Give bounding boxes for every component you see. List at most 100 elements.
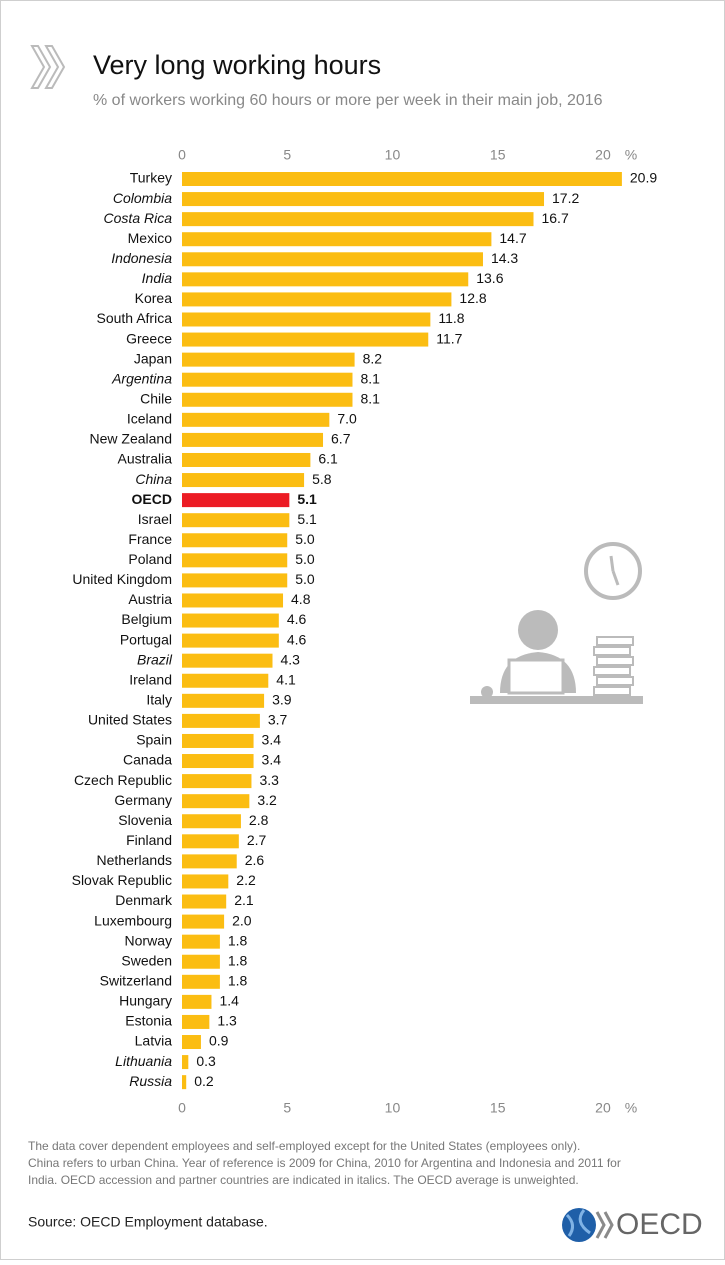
footnote: The data cover dependent employees and s… [28,1139,580,1153]
category-label: South Africa [97,310,173,326]
value-label: 1.8 [228,973,248,989]
category-label: Mexico [128,230,173,246]
bar [182,473,305,488]
value-label: 3.3 [259,772,279,788]
source: Source: OECD Employment database. [28,1214,268,1230]
bar [182,372,353,387]
value-label: 2.7 [247,832,267,848]
category-label: Luxembourg [94,912,172,928]
category-label: Costa Rica [104,210,173,226]
value-label: 1.3 [217,1013,237,1029]
category-label: Netherlands [97,852,173,868]
category-label: New Zealand [90,431,173,447]
value-label: 14.7 [499,230,526,246]
bar [182,874,229,889]
bar [182,1055,189,1070]
category-label: Chile [140,390,172,406]
value-label: 2.0 [232,912,252,928]
x-unit: % [625,147,637,163]
logo-text: OECD [616,1208,703,1241]
bar [182,774,252,789]
bar [182,573,288,588]
value-label: 12.8 [459,290,486,306]
x-tick-label: 20 [595,1100,611,1116]
value-label: 5.0 [295,531,315,547]
bar [182,894,227,909]
value-label: 0.3 [196,1053,216,1069]
category-label: Germany [114,792,172,808]
value-label: 3.9 [272,692,292,708]
illustration [470,542,643,704]
bar [182,252,483,267]
value-label: 3.7 [268,712,288,728]
x-tick-label: 15 [490,1100,506,1116]
category-label: Czech Republic [74,772,172,788]
value-label: 3.4 [262,752,282,768]
value-label: 1.8 [228,952,248,968]
bar [182,352,355,367]
value-label: 5.1 [297,511,317,527]
value-label: 2.2 [236,872,256,888]
category-label: Korea [135,290,173,306]
bar [182,412,330,427]
category-label: Latvia [135,1033,173,1049]
x-tick-label: 20 [595,147,611,163]
bar [182,794,250,809]
bar [182,954,220,969]
value-label: 4.6 [287,631,307,647]
bar [182,673,269,688]
value-label: 1.8 [228,932,248,948]
category-label: Slovak Republic [72,872,172,888]
category-label: OECD [132,491,172,507]
category-label: Argentina [111,370,172,386]
category-label: Belgium [121,611,172,627]
value-label: 11.7 [436,330,462,346]
value-label: 5.0 [295,551,315,567]
category-label: India [142,270,173,286]
value-label: 4.6 [287,611,307,627]
category-label: Indonesia [111,250,172,266]
value-label: 3.2 [257,792,277,808]
value-label: 8.1 [360,390,380,406]
bar [182,292,452,307]
bar [182,172,622,186]
x-tick-label: 5 [283,147,291,163]
category-label: Australia [118,451,173,467]
value-label: 8.2 [363,350,383,366]
category-label: Slovenia [118,812,172,828]
category-label: Greece [126,330,172,346]
bar [182,613,279,628]
category-label: China [135,471,172,487]
value-label: 2.8 [249,812,269,828]
category-label: Russia [129,1073,172,1089]
value-label: 5.1 [297,491,317,507]
bar [182,754,254,769]
value-label: 4.1 [276,671,296,687]
value-label: 2.1 [234,892,254,908]
category-label: France [128,531,172,547]
category-label: Hungary [119,993,172,1009]
value-label: 5.8 [312,471,332,487]
value-label: 20.9 [630,170,657,186]
oecd-logo: OECD [562,1208,703,1242]
category-label: Canada [123,752,172,768]
category-label: United States [88,712,172,728]
chevron-icon [30,45,66,89]
bar [182,553,288,568]
category-label: Denmark [115,892,173,908]
footnote: India. OECD accession and partner countr… [28,1173,579,1187]
bar [182,974,220,989]
value-label: 13.6 [476,270,503,286]
category-label: Portugal [120,631,172,647]
bar [182,533,288,548]
category-label: Japan [134,350,172,366]
category-label: Finland [126,832,172,848]
value-label: 11.8 [438,310,464,326]
bar [182,493,290,508]
bar [182,1075,187,1090]
value-label: 4.8 [291,591,311,607]
category-label: United Kingdom [72,571,172,587]
bar [182,814,241,829]
